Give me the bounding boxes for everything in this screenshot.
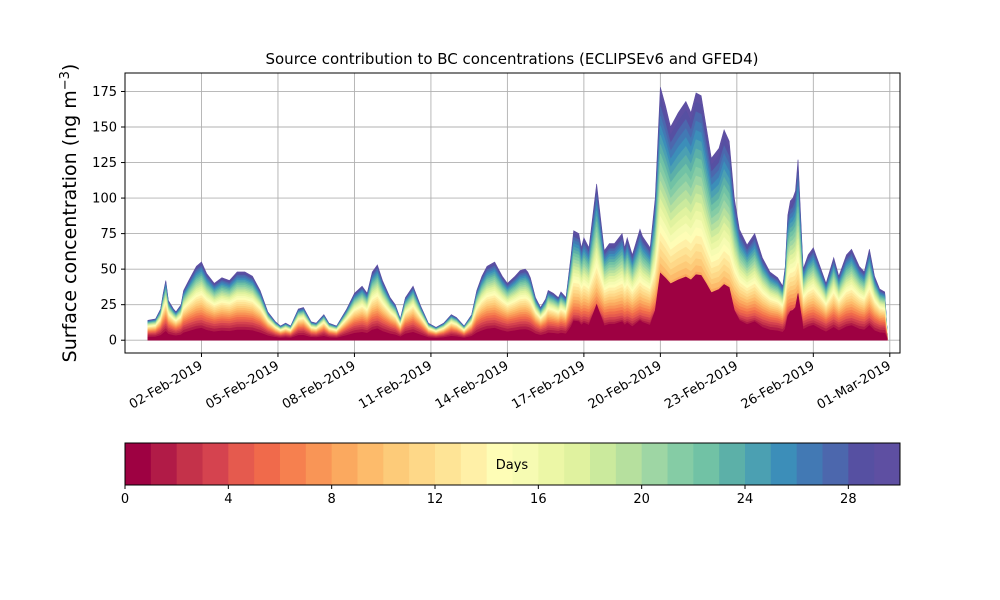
colorbar: Days 0 4 8 12 16 20 24 28: [121, 442, 901, 507]
colorbar-segment: [435, 443, 462, 485]
colorbar-tick-label: 20: [633, 492, 650, 507]
plot-frame: [124, 72, 901, 354]
y-axis-label: Surface concentration (ng m−3): [58, 64, 81, 363]
colorbar-tick-label: 8: [328, 492, 336, 507]
colorbar-segment: [745, 443, 772, 485]
colorbar-tick-label: 28: [840, 492, 857, 507]
colorbar-segment: [409, 443, 436, 485]
colorbar-segment: [590, 443, 617, 485]
colorbar-segment: [357, 443, 384, 485]
colorbar-tick-label: 24: [737, 492, 754, 507]
y-tick-label: 125: [92, 156, 117, 171]
y-tick-label: 150: [92, 121, 117, 136]
colorbar-segments: [125, 443, 901, 485]
colorbar-segment: [280, 443, 307, 485]
colorbar-tick-label: 12: [427, 492, 444, 507]
colorbar-segment: [719, 443, 746, 485]
colorbar-segment: [176, 443, 203, 485]
colorbar-segment: [331, 443, 358, 485]
colorbar-segment: [641, 443, 668, 485]
colorbar-segment: [667, 443, 694, 485]
y-axis-label-exponent: −3: [58, 71, 73, 90]
colorbar-segment: [796, 443, 823, 485]
colorbar-segment: [150, 443, 178, 485]
colorbar-tick-label: 0: [121, 492, 129, 507]
colorbar-segment: [486, 443, 513, 485]
y-tick-label: 0: [109, 334, 117, 349]
colorbar-segment: [228, 443, 255, 485]
colorbar-tick-label: 16: [530, 492, 547, 507]
colorbar-ticks: 0 4 8 12 16 20 24 28: [121, 485, 857, 507]
colorbar-segment: [512, 443, 539, 485]
colorbar-segment: [874, 443, 901, 485]
colorbar-segment: [460, 443, 488, 485]
colorbar-segment: [202, 443, 229, 485]
colorbar-tick-label: 4: [224, 492, 232, 507]
y-tick-label: 50: [100, 263, 117, 278]
y-axis: 0 25 50 75 100 125 150 175: [92, 85, 125, 349]
chart-title: Source contribution to BC concentrations…: [265, 50, 758, 68]
colorbar-frame: [124, 442, 901, 486]
colorbar-segment: [305, 443, 333, 485]
colorbar-segment: [693, 443, 720, 485]
colorbar-segment: [822, 443, 849, 485]
colorbar-segment: [538, 443, 565, 485]
colorbar-segment: [848, 443, 875, 485]
colorbar-segment: [125, 443, 152, 485]
y-tick-label: 100: [92, 192, 117, 207]
y-tick-label: 25: [100, 298, 117, 313]
colorbar-segment: [770, 443, 798, 485]
colorbar-segment: [254, 443, 281, 485]
colorbar-segment: [383, 443, 410, 485]
colorbar-segment: [615, 443, 643, 485]
y-tick-label: 75: [100, 227, 117, 242]
y-tick-label: 175: [92, 85, 117, 100]
colorbar-label: Days: [496, 458, 529, 473]
stacked-area-layers: [147, 87, 888, 341]
area-layer-day-0: [147, 272, 888, 341]
colorbar-segment: [564, 443, 591, 485]
